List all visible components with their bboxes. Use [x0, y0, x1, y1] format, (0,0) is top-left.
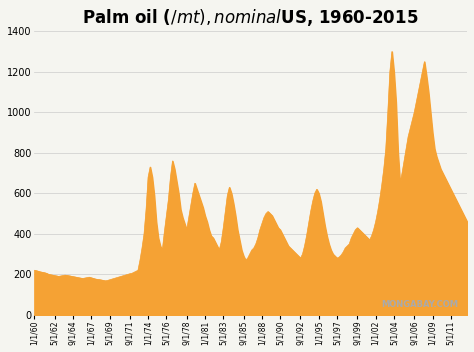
Title: Palm oil ($/mt), nominal $US, 1960-2015: Palm oil ($/mt), nominal $US, 1960-2015 — [82, 7, 419, 28]
Text: MONGABAY.COM: MONGABAY.COM — [382, 300, 458, 309]
